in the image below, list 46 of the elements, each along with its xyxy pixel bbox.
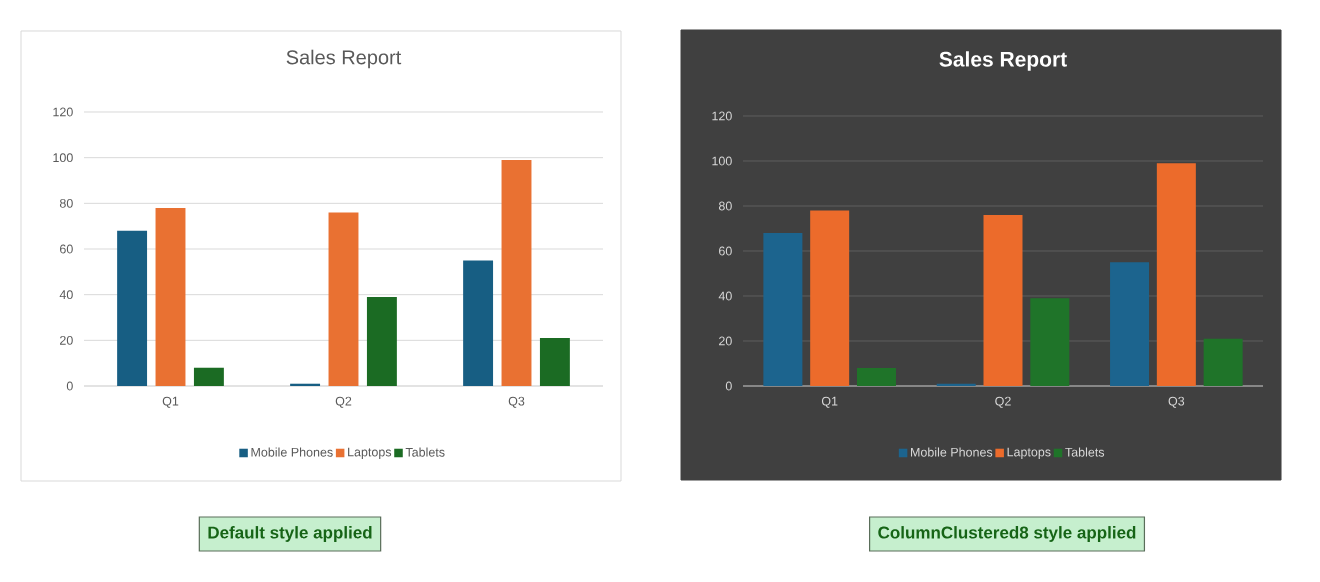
y-tick-label: 20 (719, 336, 732, 346)
y-tick-label: 100 (712, 156, 732, 166)
bar (117, 230, 148, 386)
text: Default style applied (208, 526, 372, 542)
bar (1110, 262, 1150, 386)
x-tick-label: Q2 (335, 396, 352, 408)
x-tick-label: Q3 (508, 396, 525, 408)
y-tick-label: 120 (712, 111, 732, 121)
x-tick-label: Q1 (821, 396, 838, 408)
legend-label: Mobile Phones (251, 447, 333, 457)
bar (1203, 338, 1243, 386)
bar (810, 210, 850, 386)
y-tick-label: 40 (59, 290, 73, 300)
legend-label: Laptops (1007, 447, 1051, 459)
bar (763, 233, 803, 386)
text: ColumnClustered8 style applied (878, 526, 1136, 542)
bar (463, 260, 494, 386)
y-tick-label: 40 (718, 291, 732, 301)
bar (366, 296, 397, 386)
bar (328, 212, 359, 386)
y-tick-label: 120 (53, 107, 73, 117)
y-tick-label: 100 (53, 153, 73, 163)
bar (501, 159, 532, 386)
y-tick-label: 20 (60, 335, 73, 345)
legend-label: Laptops (348, 447, 392, 459)
x-tick-label: Q3 (1168, 396, 1185, 408)
bar (539, 338, 570, 386)
bar (155, 207, 186, 386)
bar (983, 215, 1023, 386)
y-tick-label: 0 (725, 381, 732, 391)
bar (856, 368, 896, 386)
chart-title: Sales Report (939, 51, 1067, 71)
y-tick-label: 80 (718, 201, 732, 211)
bar (193, 367, 224, 386)
x-tick-label: Q2 (995, 396, 1011, 408)
legend-label: Tablets (405, 447, 445, 457)
y-tick-label: 80 (59, 198, 73, 208)
legend-label: Mobile Phones (911, 447, 993, 457)
legend-label: Tablets (1065, 447, 1105, 457)
bar (1156, 163, 1196, 386)
y-tick-label: 60 (60, 244, 73, 254)
x-tick-label: Q1 (162, 396, 179, 408)
y-tick-label: 60 (719, 246, 732, 256)
bar (1030, 298, 1070, 386)
chart-title: Sales Report (286, 49, 402, 69)
y-tick-label: 0 (66, 381, 73, 391)
